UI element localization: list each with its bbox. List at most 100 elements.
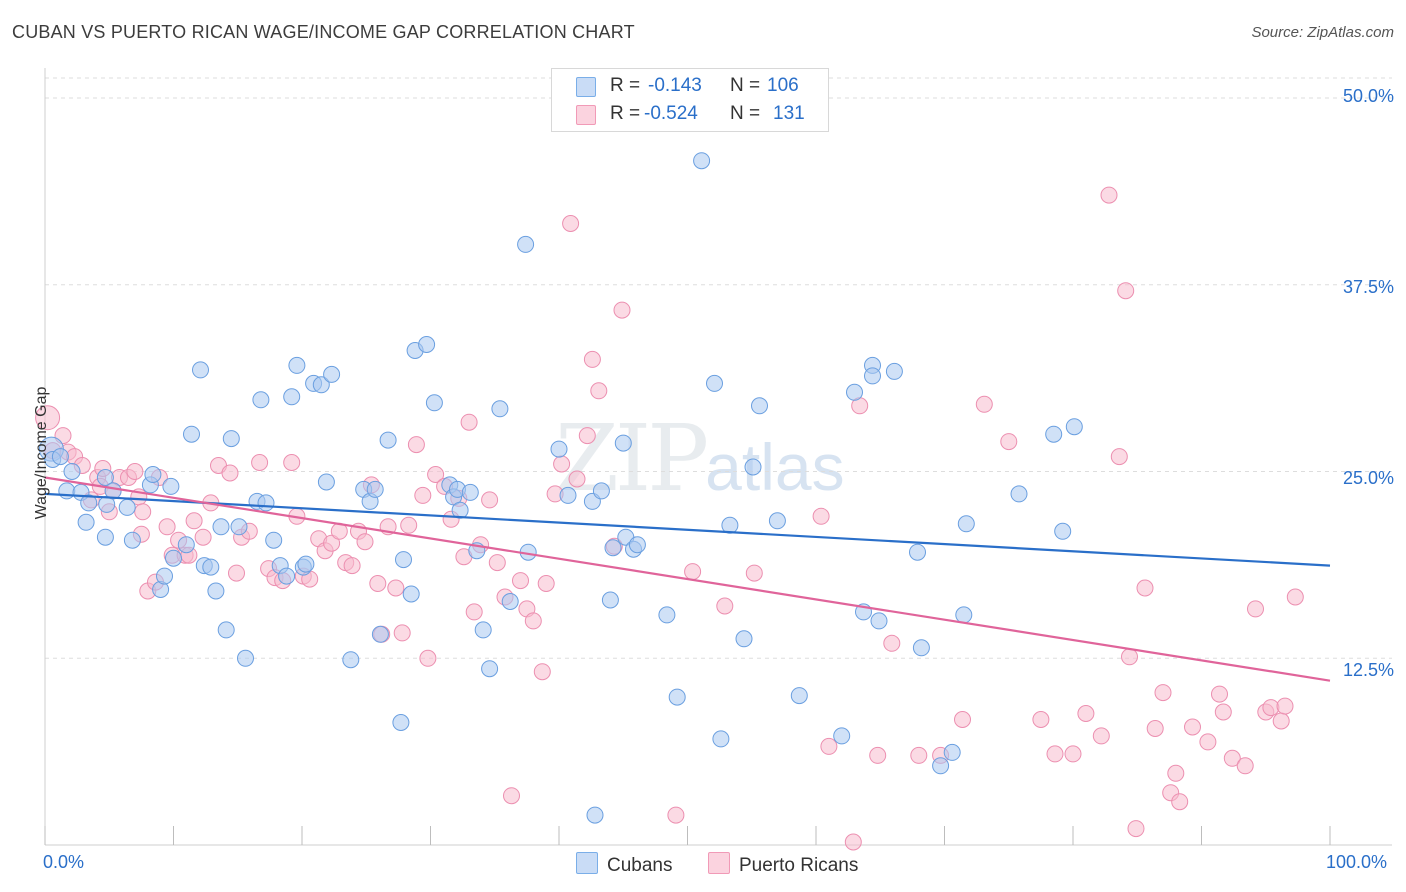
cuban-point [156,567,173,585]
y-tick-12-5: 12.5% [1342,660,1394,680]
cuban-point [96,528,114,546]
puerto-ricans-trend-line [44,476,1331,682]
cuban-point [744,458,762,476]
cuban-point [165,549,182,567]
bottom-legend-label-cubans: Cubans [607,855,673,876]
cuban-point [63,463,81,480]
cuban-point [265,531,283,549]
puerto-rican-point [460,413,478,431]
puerto-rican-point [414,486,432,504]
puerto-rican-point [158,518,176,536]
legend-row-puerto-ricans: R = -0.524 N = 131 [552,101,828,127]
cuban-point [252,391,270,409]
cuban-point [237,649,254,667]
legend-n-label: N = [730,103,761,124]
cuban-point [366,480,384,498]
puerto-rican-point [910,746,928,764]
cuban-point [192,361,209,379]
legend-r-value: -0.524 [644,103,698,124]
bottom-legend-label-puerto-ricans: Puerto Ricans [739,855,859,876]
cuban-point [932,757,950,775]
watermark: ZIPatlas [555,405,845,512]
puerto-rican-point [1276,697,1294,715]
cuban-point [658,606,676,624]
cuban-point [870,612,888,630]
cuban-point [735,630,753,648]
puerto-rican-point [387,579,405,597]
cuban-point [418,336,436,353]
cuban-point [392,714,410,731]
puerto-rican-point [1064,745,1082,763]
puerto-rican-point [1110,448,1128,466]
puerto-rican-point [553,455,571,473]
cuban-point [80,494,98,512]
cuban-point [77,513,95,531]
cuban-point [864,367,881,385]
puerto-rican-point [1272,712,1290,730]
puerto-ricans-points [35,186,1304,851]
puerto-rican-point [524,612,542,630]
legend-row-cubans: R = -0.143 N = 106 [552,73,828,99]
cuban-point [217,621,235,639]
cuban-point [943,743,961,761]
puerto-rican-point [883,634,901,652]
puerto-rican-point [613,301,631,319]
puerto-rican-point [185,512,203,530]
puerto-rican-point [481,491,499,509]
y-tick-25: 25.0% [1342,468,1394,488]
y-tick-37-5: 37.5% [1342,277,1394,297]
cuban-point [1054,522,1072,540]
puerto-rican-point [1117,282,1135,300]
puerto-rican-point [568,470,586,488]
puerto-rican-point [1286,588,1304,606]
puerto-rican-point [126,463,144,480]
watermark-zip: ZIP [555,405,709,512]
cuban-point [957,515,975,533]
puerto-rican-point [35,405,61,431]
cuban-point [833,727,851,745]
grid-layer [45,77,1392,659]
puerto-rican-point [343,557,361,575]
cuban-point [402,585,420,603]
cuban-point [461,483,479,501]
cuban-point [312,376,330,394]
cuban-point [481,660,499,678]
puerto-rican-point [465,603,483,621]
legend-r-value: -0.143 [648,75,702,96]
cuban-point [614,434,632,452]
legend-box: R = -0.143 N = 106 R = -0.524 N = 131 [551,68,829,132]
cuban-point [592,482,610,500]
puerto-rican-point [1167,764,1185,782]
puerto-rican-point [533,663,551,681]
chart-title: CUBAN VS PUERTO RICAN WAGE/INCOME GAP CO… [12,22,635,42]
puerto-rican-point [1154,684,1172,702]
watermark-atlas: atlas [705,430,845,504]
puerto-rican-point [1211,685,1228,703]
puerto-rican-point [667,806,685,824]
puerto-rican-point [1262,699,1280,717]
puerto-rican-point [419,649,437,667]
legend-n-value: 131 [773,103,805,124]
cuban-point [712,730,730,748]
cuban-point [885,362,903,380]
puerto-rican-point [684,563,702,581]
puerto-rican-point [1247,600,1264,618]
bottom-legend-puerto-ricans: Puerto Ricans [708,852,858,877]
cuban-point [342,651,360,669]
cuban-point [162,477,180,495]
puerto-rican-point [407,436,425,454]
puerto-rican-point [488,554,506,572]
cuban-point [1010,485,1028,503]
puerto-rican-point [1092,727,1110,745]
puerto-rican-point [975,395,993,413]
cuban-point [550,440,568,458]
puerto-rican-point [1046,745,1064,763]
cuban-point [706,374,723,392]
puerto-rican-point [251,454,269,471]
puerto-rican-point [393,624,411,642]
y-axis-label: Wage/Income Gap [33,386,50,520]
cuban-point [323,365,341,383]
puerto-rican-point [221,464,239,482]
puerto-rican-point [1199,733,1217,751]
